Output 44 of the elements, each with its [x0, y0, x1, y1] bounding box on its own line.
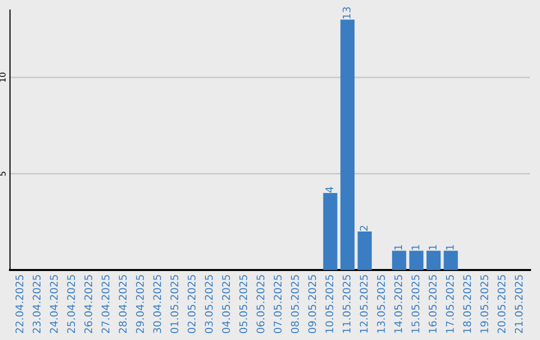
x-tick-label: 11.05.2025 — [342, 275, 351, 333]
x-tick-label: 28.04.2025 — [118, 275, 127, 334]
x-tick-label: 22.04.2025 — [15, 275, 24, 334]
x-tick-label: 09.05.2025 — [308, 275, 316, 334]
data-label: 1 — [412, 245, 420, 250]
x-tick-label: 17.05.2025 — [446, 275, 454, 333]
bar — [358, 231, 372, 270]
x-tick-label: 23.04.2025 — [32, 275, 41, 334]
x-tick-label: 01.05.2025 — [170, 275, 178, 334]
data-label: 1 — [428, 245, 436, 250]
data-label: 13 — [342, 7, 351, 18]
x-tick-label: 10.05.2025 — [325, 275, 334, 333]
x-tick-label: 12.05.2025 — [360, 275, 368, 333]
x-tick-label: 13.05.2025 — [377, 275, 385, 333]
x-tick-label: 20.05.2025 — [498, 275, 506, 334]
x-tick-label: 05.05.2025 — [239, 275, 248, 334]
x-tick-label: 30.04.2025 — [153, 275, 162, 334]
data-label: 1 — [394, 245, 402, 250]
bar — [426, 250, 441, 270]
x-tick-label: 19.05.2025 — [480, 275, 488, 333]
x-tick-label: 24.04.2025 — [50, 275, 58, 334]
x-tick-label: 29.04.2025 — [136, 275, 144, 334]
x-tick-label: 18.05.2025 — [463, 275, 472, 333]
x-tick-label: 02.05.2025 — [188, 275, 196, 334]
x-tick-label: 27.04.2025 — [102, 275, 110, 334]
bar — [392, 250, 406, 270]
x-tick-label: 21.05.2025 — [514, 275, 523, 334]
x-tick-label: 07.05.2025 — [274, 275, 282, 334]
x-tick-label: 03.05.2025 — [204, 275, 213, 334]
x-tick-label: 26.04.2025 — [84, 275, 92, 334]
x-tick-label: 08.05.2025 — [290, 275, 299, 334]
bar — [323, 192, 338, 270]
x-tick-label: 25.04.2025 — [67, 275, 76, 334]
data-label: 4 — [326, 186, 334, 192]
bar — [340, 20, 355, 270]
x-tick-label: 06.05.2025 — [256, 275, 264, 334]
x-tick-label: 15.05.2025 — [412, 275, 420, 333]
data-label: 2 — [360, 226, 368, 231]
bar — [444, 250, 458, 270]
x-tick-label: 04.05.2025 — [222, 275, 230, 334]
x-tick-label: 16.05.2025 — [428, 275, 437, 333]
bar — [409, 250, 424, 270]
x-tick-label: 14.05.2025 — [394, 275, 402, 333]
data-label: 1 — [446, 245, 454, 250]
